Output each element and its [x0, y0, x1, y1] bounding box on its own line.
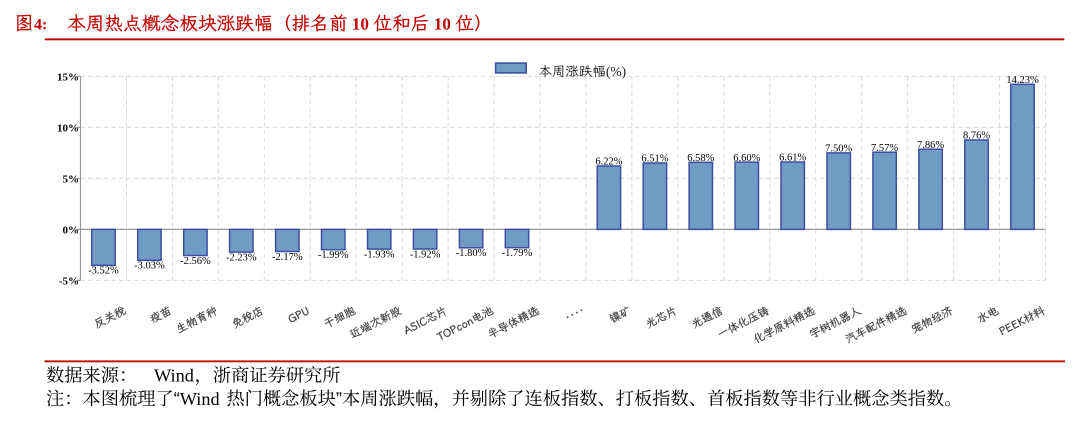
- svg-text:6.61%: 6.61%: [779, 153, 806, 164]
- svg-text:-2.17%: -2.17%: [272, 252, 303, 263]
- svg-text:(%): (%): [606, 64, 626, 79]
- svg-text:8.76%: 8.76%: [963, 131, 990, 142]
- svg-text:7.50%: 7.50%: [825, 144, 852, 155]
- svg-text:-5%: -5%: [59, 275, 79, 287]
- svg-text:10%: 10%: [57, 122, 79, 134]
- svg-text:-2.23%: -2.23%: [226, 253, 257, 264]
- svg-text:15%: 15%: [57, 71, 79, 83]
- svg-text:-2.56%: -2.56%: [180, 256, 211, 267]
- svg-text:5%: 5%: [63, 173, 80, 185]
- svg-text:-1.80%: -1.80%: [456, 248, 487, 259]
- svg-text:-3.03%: -3.03%: [134, 261, 165, 272]
- svg-text:-1.99%: -1.99%: [318, 250, 349, 261]
- svg-text:7.57%: 7.57%: [871, 143, 898, 154]
- svg-text:Wind: Wind: [154, 366, 194, 386]
- svg-text:-1.79%: -1.79%: [502, 248, 533, 259]
- svg-text:14.23%: 14.23%: [1006, 75, 1039, 86]
- svg-text:-1.93%: -1.93%: [364, 250, 395, 261]
- svg-text:6.60%: 6.60%: [733, 153, 760, 164]
- svg-text:4:: 4:: [34, 17, 47, 34]
- svg-text:Wind: Wind: [180, 389, 220, 409]
- svg-text:6.58%: 6.58%: [687, 153, 714, 164]
- svg-text:6.51%: 6.51%: [641, 154, 668, 165]
- svg-text:-1.92%: -1.92%: [410, 249, 441, 260]
- svg-text:0%: 0%: [63, 224, 80, 236]
- svg-text:-3.52%: -3.52%: [88, 266, 119, 277]
- svg-text:7.86%: 7.86%: [917, 140, 944, 151]
- svg-text:6.22%: 6.22%: [595, 157, 622, 168]
